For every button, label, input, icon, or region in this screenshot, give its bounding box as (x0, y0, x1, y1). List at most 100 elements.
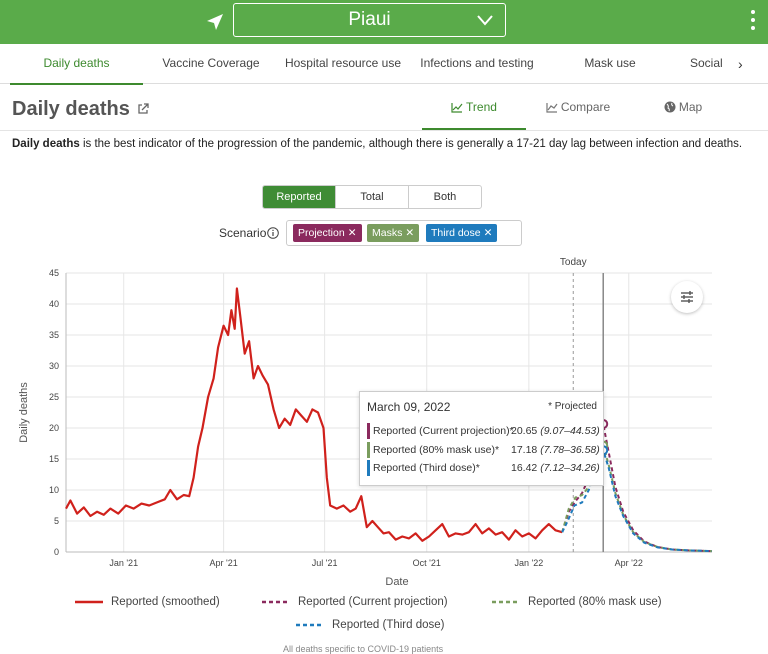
x-axis-title: Date (385, 576, 408, 588)
tooltip-value: 20.65 (511, 425, 538, 437)
x-tick-label: Apr '22 (615, 558, 643, 568)
tooltip-row-label: Reported (Third dose)* (373, 462, 480, 474)
tooltip-range: (9.07–44.53) (540, 425, 600, 437)
remove-icon[interactable]: ✕ (405, 227, 415, 239)
y-tick-label: 0 (54, 547, 59, 557)
view-tab-map[interactable]: Map (640, 84, 726, 128)
tooltip-row-value: 16.42 (7.12–34.26) (511, 460, 600, 476)
y-tick-label: 30 (49, 361, 59, 371)
tooltip-row: Reported (Current projection)* 20.65 (9.… (367, 423, 600, 439)
tooltip-color-bar (367, 460, 370, 476)
daily-deaths-chart[interactable]: 0 5 10 15 20 25 30 35 40 45 Jan '21 Apr '21 Jul '21 O… (0, 252, 768, 592)
tooltip-date: March 09, 2022 (367, 400, 451, 414)
page-title: Daily deaths (12, 98, 130, 120)
description-text: is the best indicator of the progression… (79, 138, 743, 150)
tooltip-range: (7.78–36.58) (540, 444, 600, 456)
y-axis-title: Daily deaths (18, 382, 30, 443)
x-tick-label: Jan '21 (109, 558, 138, 568)
y-tick-label: 45 (49, 268, 59, 278)
x-tick-label: Apr '21 (209, 558, 237, 568)
region-name: Piaui (348, 9, 391, 30)
x-tick-label: Jan '22 (514, 558, 543, 568)
y-tick-label: 5 (54, 516, 59, 526)
toggle-total[interactable]: Total (336, 186, 409, 208)
tooltip-row-label: Reported (Current projection)* (373, 425, 514, 437)
globe-icon (664, 101, 676, 113)
chart-tooltip: March 09, 2022 * Projected Reported (Cur… (359, 391, 604, 486)
scenario-chip-projection[interactable]: Projection ✕ (293, 224, 362, 242)
tab-social[interactable]: Social (690, 56, 723, 70)
sliders-icon (681, 291, 693, 303)
legend-item-mask-use[interactable]: Reported (80% mask use) (492, 596, 662, 608)
tooltip-range: (7.12–34.26) (540, 462, 600, 474)
legend-label: Reported (Current projection) (298, 596, 448, 608)
tab-infections-testing[interactable]: Infections and testing (420, 56, 534, 70)
series-line (561, 449, 713, 553)
toggle-both[interactable]: Both (433, 191, 457, 203)
tooltip-value: 16.42 (511, 462, 538, 474)
view-tab-compare[interactable]: Compare (530, 84, 626, 128)
remove-icon[interactable]: ✕ (347, 227, 357, 239)
y-tick-label: 15 (49, 454, 59, 464)
description: Daily deaths is the best indicator of th… (12, 136, 752, 152)
chip-label: Projection (298, 227, 345, 239)
view-tab-trend-label: Trend (466, 100, 497, 114)
y-tick-label: 20 (49, 423, 59, 433)
tab-hospital-resource-use[interactable]: Hospital resource use (284, 56, 402, 70)
y-tick-label: 40 (49, 299, 59, 309)
legend-label: Reported (80% mask use) (528, 596, 662, 608)
remove-icon[interactable]: ✕ (483, 227, 493, 239)
more-options-icon[interactable] (748, 10, 758, 34)
location-arrow-icon[interactable] (205, 12, 225, 32)
scenario-label: Scenario (219, 226, 267, 240)
tab-vaccine-coverage[interactable]: Vaccine Coverage (162, 56, 260, 70)
scenario-chip-masks[interactable]: Masks ✕ (367, 224, 420, 242)
tooltip-row-label: Reported (80% mask use)* (373, 444, 500, 456)
x-tick-label: Jul '21 (312, 558, 338, 568)
legend-line-swatch (492, 600, 520, 604)
y-tick-label: 35 (49, 330, 59, 340)
scenario-select[interactable]: Projection ✕ Masks ✕ Third dose ✕ (286, 220, 522, 246)
y-tick-label: 25 (49, 392, 59, 402)
tooltip-row-value: 17.18 (7.78–36.58) (511, 442, 600, 458)
chevron-down-icon (477, 15, 493, 26)
line-chart-icon (451, 103, 463, 113)
tooltip-note: * Projected (548, 401, 597, 412)
view-tab-compare-label: Compare (560, 100, 611, 114)
tooltip-color-bar (367, 442, 370, 458)
tooltip-value: 17.18 (511, 444, 538, 456)
chevron-right-icon[interactable]: › (738, 56, 743, 72)
page-header: Daily deaths Trend Compare Map (0, 84, 768, 131)
external-link-icon[interactable] (137, 103, 149, 115)
legend-line-swatch (75, 600, 103, 604)
legend-line-swatch (296, 623, 324, 627)
legend-item-smoothed[interactable]: Reported (smoothed) (75, 596, 220, 608)
tooltip-row: Reported (80% mask use)* 17.18 (7.78–36.… (367, 442, 600, 458)
topic-tabs: Daily deaths Vaccine Coverage Hospital r… (0, 44, 768, 85)
info-icon[interactable] (267, 227, 279, 239)
legend-item-current-projection[interactable]: Reported (Current projection) (262, 596, 448, 608)
today-label: Today (560, 257, 587, 268)
view-tab-map-label: Map (678, 100, 703, 114)
x-tick-label: Oct '21 (413, 558, 441, 568)
tab-daily-deaths[interactable]: Daily deaths (10, 44, 143, 85)
chip-label: Masks (372, 227, 403, 239)
tooltip-row-value: 20.65 (9.07–44.53) (511, 423, 600, 439)
scenario-chip-third-dose[interactable]: Third dose ✕ (426, 224, 498, 242)
y-tick-label: 10 (49, 485, 59, 495)
tab-mask-use[interactable]: Mask use (584, 56, 636, 70)
view-tab-trend[interactable]: Trend (422, 84, 526, 130)
tooltip-color-bar (367, 423, 370, 439)
chip-label: Third dose (431, 227, 481, 239)
legend-line-swatch (262, 600, 290, 604)
toggle-reported[interactable]: Reported (263, 186, 336, 208)
series-line (561, 423, 713, 553)
legend-item-third-dose[interactable]: Reported (Third dose) (296, 619, 445, 631)
chart-settings-button[interactable] (671, 281, 703, 313)
display-toggle: Reported Total Both (262, 185, 482, 209)
region-select[interactable]: Piaui (233, 3, 506, 37)
compare-chart-icon (546, 103, 558, 113)
tooltip-row: Reported (Third dose)* 16.42 (7.12–34.26… (367, 460, 600, 476)
legend-label: Reported (Third dose) (332, 619, 445, 631)
legend-label: Reported (smoothed) (111, 596, 220, 608)
